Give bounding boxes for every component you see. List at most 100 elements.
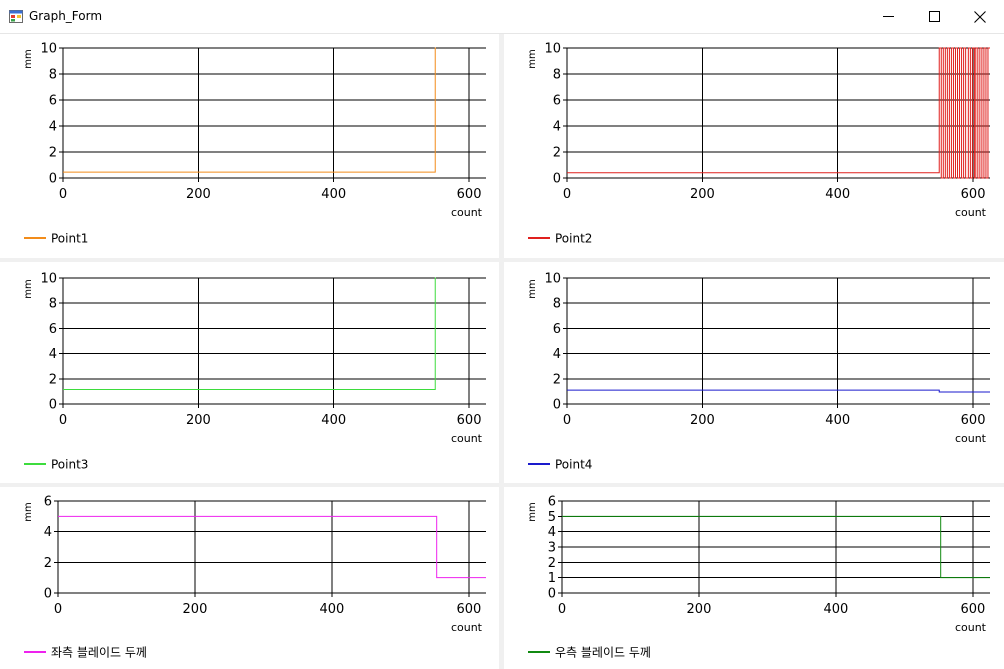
chart-point1: 0 2 4 6 8 10 0 200 400 600 mm count Point1 — [23, 42, 486, 246]
y-tick-label: 6 — [49, 94, 57, 109]
x-tick-label: 600 — [456, 602, 481, 617]
x-tick-label: 200 — [186, 413, 211, 428]
legend-label: Point3 — [51, 458, 88, 472]
x-tick-label: 200 — [183, 602, 208, 617]
close-icon — [974, 10, 986, 23]
x-axis-title: count — [451, 621, 483, 634]
y-tick-label: 0 — [49, 398, 57, 413]
series-line — [63, 47, 436, 173]
y-tick-label: 0 — [548, 587, 556, 602]
form-app-icon — [9, 10, 23, 23]
x-tick-label: 600 — [457, 187, 482, 202]
panel-divider-horizontal — [0, 258, 1004, 262]
y-tick-label: 6 — [49, 322, 57, 337]
y-tick-label: 4 — [553, 347, 561, 362]
chart-point3: 0 2 4 6 8 10 0 200 400 600 mm count Point3 — [23, 272, 486, 472]
x-tick-label: 200 — [690, 187, 715, 202]
legend-label: 좌측 블레이드 두께 — [51, 646, 147, 660]
y-tick-label: 8 — [553, 297, 561, 312]
y-tick-label: 8 — [49, 297, 57, 312]
y-tick-label: 5 — [548, 510, 556, 525]
y-tick-label: 10 — [40, 42, 57, 57]
x-tick-label: 200 — [186, 187, 211, 202]
x-tick-label: 600 — [961, 413, 986, 428]
y-tick-label: 0 — [553, 172, 561, 187]
y-tick-label: 8 — [553, 68, 561, 83]
y-tick-label: 0 — [553, 398, 561, 413]
window-title: Graph_Form — [29, 9, 103, 23]
y-axis-title: mm — [527, 49, 538, 68]
x-tick-label: 0 — [563, 413, 571, 428]
minimize-icon — [882, 16, 894, 17]
series-line — [567, 47, 990, 179]
x-tick-label: 0 — [59, 187, 67, 202]
y-tick-label: 10 — [40, 272, 57, 287]
y-tick-label: 2 — [44, 556, 52, 571]
y-tick-label: 2 — [49, 146, 57, 161]
y-tick-label: 0 — [44, 587, 52, 602]
maximize-icon — [928, 11, 940, 22]
series-line — [562, 515, 990, 579]
x-tick-label: 200 — [690, 413, 715, 428]
y-tick-label: 4 — [44, 525, 52, 540]
x-tick-label: 400 — [321, 413, 346, 428]
y-axis-title: mm — [23, 502, 34, 521]
x-tick-label: 600 — [961, 187, 986, 202]
x-tick-label: 400 — [320, 602, 345, 617]
y-tick-label: 1 — [548, 571, 556, 586]
chart-point2: 0 2 4 6 8 10 0 200 400 600 mm count Point2 — [527, 42, 990, 246]
y-tick-label: 2 — [553, 372, 561, 387]
panel-divider-vertical — [499, 34, 504, 669]
y-tick-label: 4 — [548, 525, 556, 540]
x-axis-title: count — [955, 621, 987, 634]
x-tick-label: 0 — [563, 187, 571, 202]
x-axis-title: count — [955, 206, 987, 219]
y-tick-label: 2 — [49, 372, 57, 387]
x-tick-label: 600 — [457, 413, 482, 428]
panel-divider-horizontal — [0, 483, 1004, 487]
x-axis-title: count — [955, 432, 987, 445]
minimize-button[interactable] — [865, 0, 911, 33]
x-tick-label: 0 — [558, 602, 566, 617]
x-axis-title: count — [451, 206, 483, 219]
maximize-button[interactable] — [911, 0, 957, 33]
y-tick-label: 6 — [548, 495, 556, 510]
x-axis-title: count — [451, 432, 483, 445]
legend-label: Point4 — [555, 458, 592, 472]
y-tick-label: 6 — [44, 495, 52, 510]
legend-label: Point2 — [555, 232, 592, 246]
legend-label: 우측 블레이드 두께 — [555, 646, 651, 660]
y-tick-label: 0 — [49, 172, 57, 187]
y-tick-label: 2 — [548, 556, 556, 571]
y-tick-label: 6 — [553, 322, 561, 337]
x-tick-label: 200 — [687, 602, 712, 617]
y-tick-label: 10 — [544, 42, 561, 57]
y-tick-label: 10 — [544, 272, 561, 287]
title-bar: Graph_Form — [0, 0, 1004, 34]
y-axis-title: mm — [527, 502, 538, 521]
close-button[interactable] — [957, 0, 1003, 33]
y-axis-title: mm — [527, 279, 538, 298]
x-tick-label: 0 — [54, 602, 62, 617]
y-tick-label: 4 — [553, 120, 561, 135]
x-tick-label: 400 — [825, 187, 850, 202]
y-tick-label: 4 — [49, 347, 57, 362]
series-line — [567, 389, 990, 393]
series-line — [63, 277, 436, 391]
x-tick-label: 600 — [960, 602, 985, 617]
y-tick-label: 2 — [553, 146, 561, 161]
legend-label: Point1 — [51, 232, 88, 246]
y-axis-title: mm — [23, 49, 34, 68]
y-tick-label: 6 — [553, 94, 561, 109]
series-line — [58, 515, 486, 579]
x-tick-label: 400 — [825, 413, 850, 428]
y-tick-label: 4 — [49, 120, 57, 135]
chart-left-blade-thickness: 0 2 4 6 0 200 400 600 mm count 좌측 블레이드 두께 — [23, 495, 486, 660]
y-tick-label: 3 — [548, 541, 556, 556]
y-axis-title: mm — [23, 279, 34, 298]
y-tick-label: 8 — [49, 68, 57, 83]
x-tick-label: 400 — [824, 602, 849, 617]
x-tick-label: 0 — [59, 413, 67, 428]
chart-point4: 0 2 4 6 8 10 0 200 400 600 mm count Point4 — [527, 272, 990, 472]
